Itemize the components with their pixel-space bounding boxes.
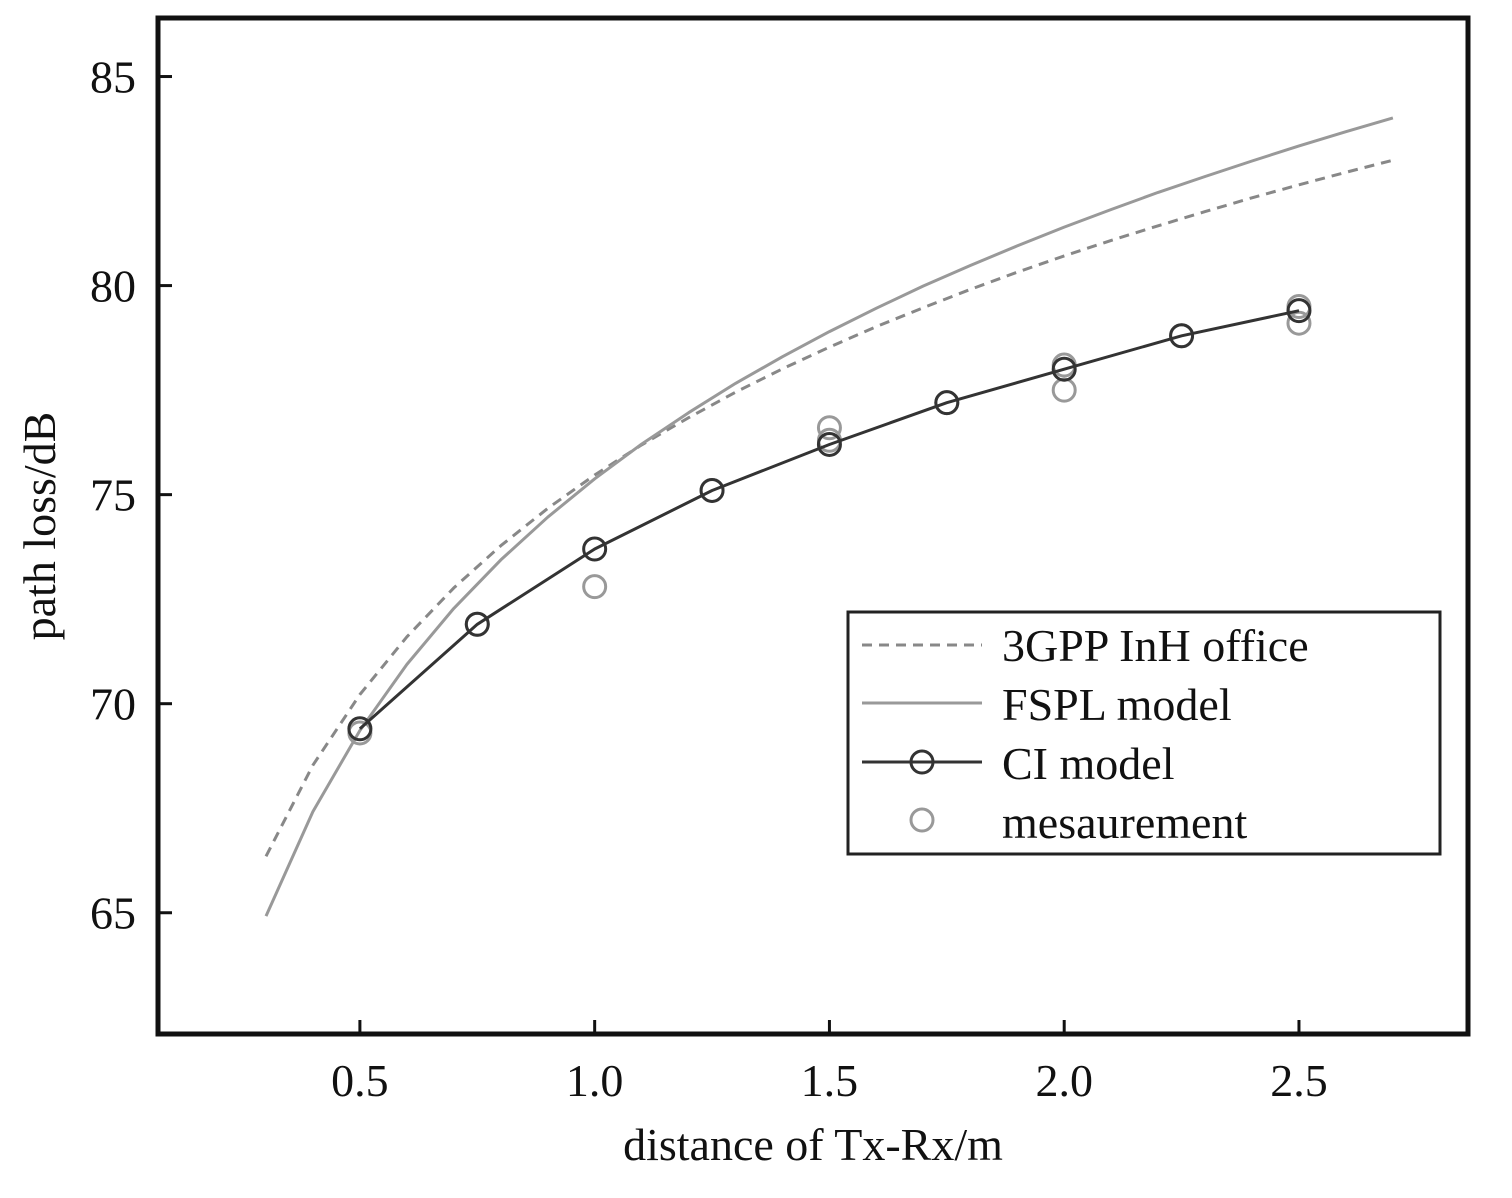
x-tick-label: 2.0 [1035,1055,1093,1106]
y-tick-label: 70 [90,679,136,730]
plot-frame [155,15,1471,1037]
series-marker-2 [934,390,960,416]
legend: 3GPP InH office FSPL model CI model mesa… [846,610,1442,856]
series-marker-2 [582,536,608,562]
series-marker-2 [1286,298,1312,324]
x-tick-label: 1.5 [801,1055,859,1106]
legend-label-3gpp: 3GPP InH office [1002,620,1309,671]
legend-swatch-ci-marker [909,749,935,775]
series-marker-2 [816,431,842,457]
legend-label-ci: CI model [1002,738,1174,789]
series-marker-3 [816,415,842,441]
series-marker-2 [699,477,725,503]
series-marker-2 [1051,356,1077,382]
series-marker-3 [582,574,608,600]
series-marker-2 [1169,323,1195,349]
plot-area [264,116,1394,917]
x-tick-label: 2.5 [1270,1055,1328,1106]
y-tick-label: 75 [90,470,136,521]
y-tick-label: 65 [90,888,136,939]
series-marker-2 [464,611,490,637]
legend-label-measurement: mesaurement [1002,797,1247,848]
x-tick-label: 0.5 [331,1055,389,1106]
x-tick-label: 1.0 [566,1055,624,1106]
series-line-1 [264,116,1394,917]
series-marker-2 [347,716,373,742]
x-axis: 0.5 1.0 1.5 2.0 2.5 [331,1020,1328,1106]
y-axis-title: path loss/dB [14,412,65,641]
series-line-2 [358,309,1300,730]
legend-box [846,610,1442,856]
legend-swatch-measurement-marker [909,807,935,833]
y-tick-label: 80 [90,261,136,312]
y-axis: 65 70 75 80 85 [90,52,172,939]
legend-label-fspl: FSPL model [1002,679,1232,730]
series-line-0 [264,158,1394,857]
series-marker-3 [1051,377,1077,403]
y-tick-label: 85 [90,52,136,103]
x-axis-title: distance of Tx-Rx/m [623,1119,1003,1170]
